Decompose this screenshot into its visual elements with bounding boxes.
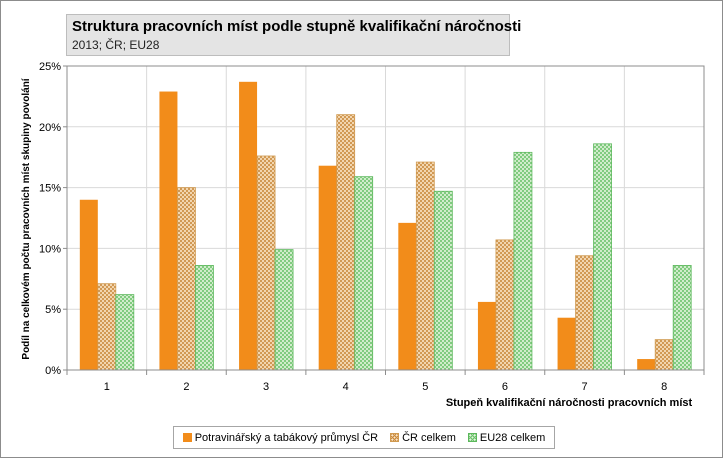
- x-tick-label: 2: [183, 381, 189, 393]
- chart-legend: Potravinářský a tabákový průmysl ČR ČR c…: [173, 426, 555, 449]
- chart-title: Struktura pracovních míst podle stupně k…: [72, 18, 522, 35]
- x-tick-label: 4: [343, 381, 349, 393]
- bar-eu28-total: [195, 265, 214, 371]
- y-axis-label: Podíl na celkovém počtu pracovních míst …: [21, 77, 32, 359]
- y-tick-label: 0%: [45, 365, 61, 377]
- x-tick-label: 7: [582, 381, 588, 393]
- bar-food-industry: [477, 301, 496, 370]
- legend-item-food-industry: Potravinářský a tabákový průmysl ČR: [182, 431, 379, 444]
- bar-eu28-total: [274, 249, 294, 371]
- bar-eu28-total: [672, 265, 692, 371]
- y-tick-label: 25%: [39, 61, 61, 73]
- bar-cr-total: [575, 255, 594, 371]
- x-tick-label: 8: [661, 381, 667, 393]
- x-tick-label: 1: [104, 381, 110, 393]
- bar-cr-total: [415, 161, 435, 371]
- y-tick-label: 20%: [39, 122, 61, 134]
- legend-item-cr-total: ČR celkem: [390, 432, 456, 444]
- bar-food-industry: [318, 165, 337, 370]
- bar-cr-total: [177, 187, 196, 371]
- bar-food-industry: [159, 91, 178, 370]
- legend-swatch-eu28-total: [467, 433, 477, 442]
- y-tick-label: 15%: [39, 183, 61, 195]
- bar-food-industry: [637, 359, 656, 370]
- y-tick-label: 5%: [45, 304, 61, 316]
- legend-item-eu28-total: EU28 celkem: [467, 431, 546, 444]
- chart-subtitle: 2013; ČR; EU28: [72, 38, 160, 52]
- x-tick-label: 5: [422, 381, 428, 393]
- bar-food-industry: [239, 81, 258, 371]
- bar-food-industry: [79, 199, 98, 370]
- bar-food-industry: [557, 317, 576, 370]
- bar-eu28-total: [433, 190, 453, 371]
- bar-eu28-total: [593, 143, 612, 371]
- legend-label-food-industry: Potravinářský a tabákový průmysl ČR: [194, 431, 379, 444]
- bar-cr-total: [256, 155, 276, 371]
- bar-eu28-total: [513, 151, 533, 371]
- legend-label-cr-total: ČR celkem: [402, 431, 456, 444]
- y-tick-label: 10%: [39, 243, 61, 255]
- bar-food-industry: [398, 222, 417, 370]
- bar-eu28-total: [354, 176, 374, 371]
- legend-swatch-food-industry: [182, 433, 192, 442]
- x-axis-label: Stupeň kvalifikační náročnosti pracovníc…: [446, 397, 693, 409]
- legend-swatch-cr-total: [390, 433, 400, 442]
- chart-title-box: Struktura pracovních míst podle stupně k…: [66, 14, 521, 56]
- x-tick-label: 3: [263, 381, 269, 393]
- legend-label-eu28-total: EU28 celkem: [479, 431, 546, 444]
- bar-cr-total: [336, 114, 356, 371]
- x-tick-label: 6: [502, 381, 508, 393]
- bar-eu28-total: [115, 294, 135, 371]
- bar-cr-total: [97, 283, 117, 371]
- bar-cr-total: [495, 239, 515, 371]
- bar-cr-total: [654, 339, 674, 371]
